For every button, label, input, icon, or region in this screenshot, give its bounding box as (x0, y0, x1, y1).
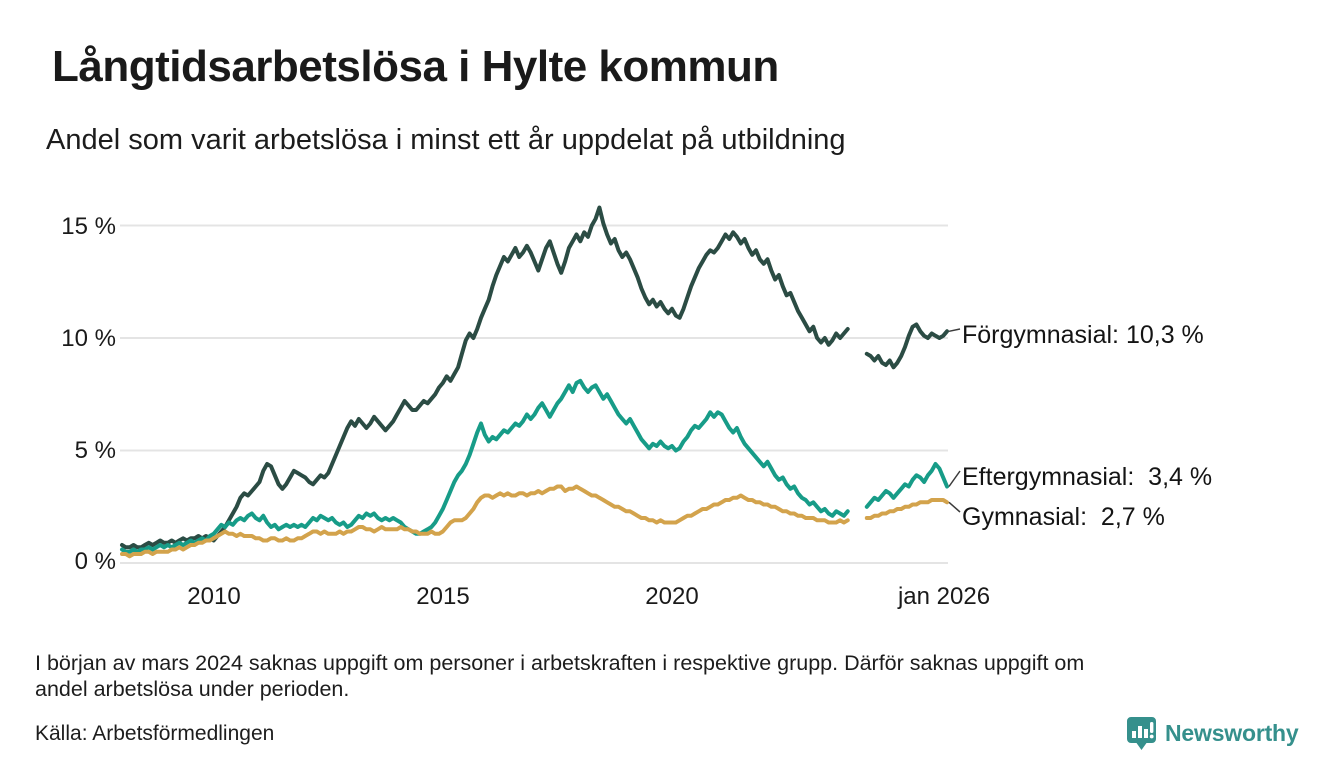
y-axis-tick-5: 5 % (74, 437, 116, 464)
series-label-forgymnasial: Förgymnasial: 10,3 % (962, 321, 1204, 349)
series-label-gymnasial: Gymnasial: 2,7 % (962, 503, 1165, 531)
footnote-line-2: andel arbetslösa under perioden. (35, 677, 350, 701)
footnote-line-1: I början av mars 2024 saknas uppgift om … (35, 651, 1085, 675)
page-title: Långtidsarbetslösa i Hylte kommun (52, 42, 779, 91)
source-label: Källa: Arbetsförmedlingen (35, 722, 275, 745)
x-axis-tick-2020: 2020 (645, 583, 699, 610)
newsworthy-logo: Newsworthy (1126, 716, 1299, 751)
x-axis-tick-jan2026: jan 2026 (897, 583, 991, 610)
y-axis-tick-10: 10 % (61, 325, 116, 352)
newsworthy-bubble-chart-icon (1126, 716, 1157, 751)
series-label-eftergymnasial: Eftergymnasial: 3,4 % (962, 463, 1213, 491)
y-axis-tick-15: 15 % (61, 213, 116, 240)
x-axis-tick-2010: 2010 (187, 583, 241, 610)
y-axis-tick-0: 0 % (74, 548, 116, 575)
chart-subtitle: Andel som varit arbetslösa i minst ett å… (46, 124, 846, 156)
x-axis-tick-2015: 2015 (416, 583, 470, 610)
newsworthy-logo-text: Newsworthy (1165, 720, 1299, 746)
